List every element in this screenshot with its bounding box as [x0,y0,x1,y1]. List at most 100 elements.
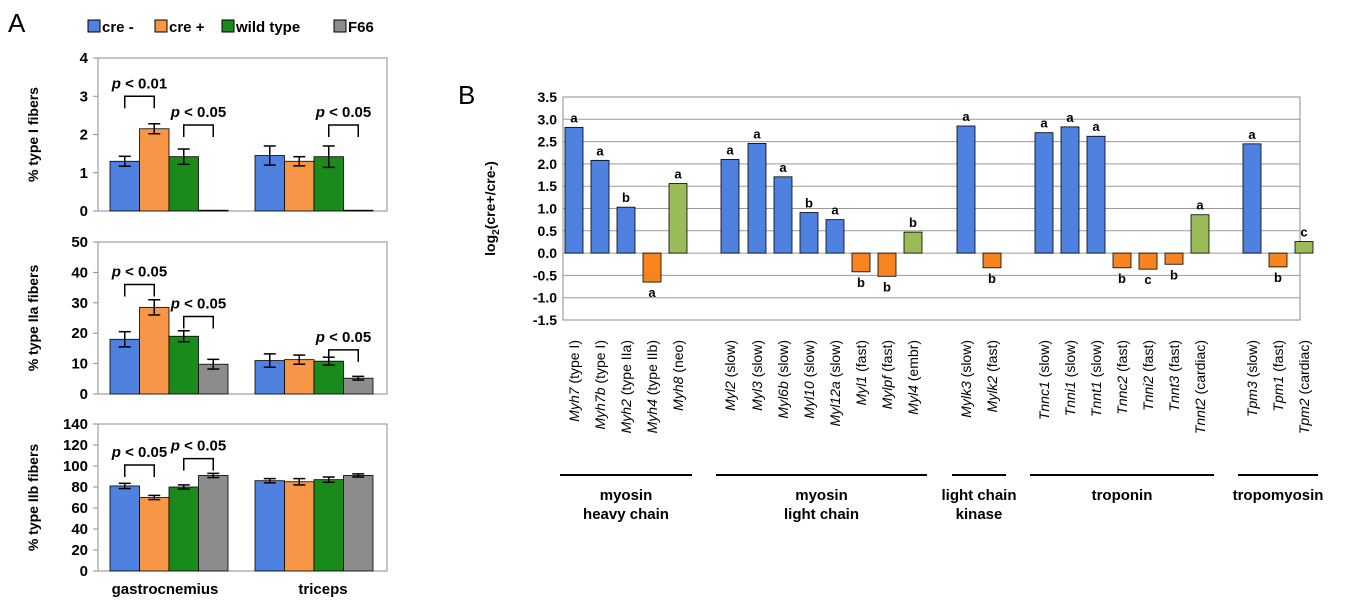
chart-type-iib-fibers: 0 20 40 60 80 100 120 140 % type IIb fibers p < 0… [25,416,388,580]
bar [168,335,199,395]
gene-label: Tnnt1 (slow) [1088,340,1104,417]
bar [773,176,793,254]
bar [1190,214,1210,254]
significance-letter: a [674,167,682,182]
gene-label: Tpm3 (slow) [1244,340,1260,417]
bar [825,219,845,254]
y-tick-label: 0 [80,563,88,580]
legend-label-cre-minus: cre - [102,19,134,36]
bar [168,156,199,212]
significance-label: p < 0.05 [170,295,226,312]
y-tick-label: 20 [71,542,88,559]
y-tick-label: 3.5 [538,89,558,105]
y-tick-label: 100 [63,458,88,475]
category-label-gastrocnemius: gastrocnemius [112,581,219,598]
legend-swatch-cre-plus [154,19,168,33]
bar [1138,252,1158,270]
bar [747,142,767,254]
gene-label: Tpm1 (fast) [1270,340,1286,412]
bar [982,252,1002,269]
significance-letter: a [1066,110,1074,125]
y-tick-label: 0 [80,386,88,403]
bar [139,306,170,395]
gene-label: Tnnt3 (fast) [1166,340,1182,412]
significance-letter: a [962,109,970,124]
plot-frame [97,241,388,395]
bar [198,209,229,212]
bar [956,125,976,254]
significance-bracket [124,95,155,109]
bar [877,252,897,277]
gene-label: Tpm2 (cardiac) [1296,340,1312,434]
significance-letter: b [988,271,996,286]
gene-label: Myl3 (slow) [749,340,765,411]
bar [109,485,140,572]
y-tick-label: 60 [71,500,88,517]
significance-letter: c [1144,272,1151,287]
bar [564,126,584,254]
group-label: light chain [942,487,1017,504]
legend-swatch-f66 [333,19,347,33]
plot-frame [97,423,388,572]
y-tick-label: 140 [63,416,88,433]
gene-label: Tnnc1 (slow) [1036,340,1052,420]
gene-label: Myl1 (fast) [853,340,869,405]
significance-letter: a [1248,127,1256,142]
significance-letter: b [1274,270,1282,285]
bar [1268,252,1288,268]
group-label: myosin [795,487,848,504]
significance-bracket [183,124,214,137]
bar [254,480,285,572]
bar [590,159,610,254]
gene-label: Tnni2 (fast) [1140,340,1156,411]
significance-letter: a [726,142,734,157]
significance-letter: b [909,215,917,230]
bar [1034,132,1054,254]
y-tick-label: 2 [80,127,88,144]
bar [720,159,740,254]
bar [1294,241,1314,254]
category-label-triceps: triceps [298,581,347,598]
bar [198,475,229,572]
y-tick-label: 40 [71,264,88,281]
significance-letter: a [753,126,761,141]
y-tick-label: 0 [80,203,88,220]
bar [616,206,636,254]
gene-label: Myl10 (slow) [801,340,817,419]
y-tick-label: -0.5 [533,267,557,283]
gene-label: Mylk3 (slow) [958,340,974,418]
significance-bracket [183,315,214,329]
significance-label: p < 0.05 [315,329,371,346]
y-tick-label: 0.5 [538,223,558,239]
significance-letter: a [779,160,787,175]
significance-letter: a [1092,119,1100,134]
significance-letter: a [831,203,839,218]
bar [1086,135,1106,254]
group-label: light chain [784,506,859,523]
bar [903,231,923,254]
gene-label: Myh8 (neo) [670,340,686,411]
significance-label: p < 0.05 [111,444,167,461]
legend-label-f66: F66 [348,19,374,36]
bar [851,252,871,273]
gene-label: Myh4 (type IIb) [644,340,660,433]
bar [168,486,199,572]
bar [139,497,170,572]
chart-log2-fold-change: 3.5 3.0 2.5 2.0 1.5 1.0 0.5 0.0 -0.5 -1.0 -1.5 log2… [482,89,1323,523]
gene-label: Tnnt2 (cardiac) [1192,340,1208,434]
legend-label-wild-type: wild type [235,19,300,36]
bar [1242,143,1262,254]
bar [313,360,344,395]
bar [109,160,140,212]
panel-a-label: A [8,8,26,38]
significance-letter: b [1118,271,1126,286]
y-tick-label: 4 [80,50,89,67]
legend-label-cre-plus: cre + [169,19,205,36]
bar [284,359,315,395]
y-axis-label: % type IIb fibers [25,444,41,552]
y-tick-label: 2.5 [538,134,558,150]
legend: cre - cre + wild type F66 [87,19,374,36]
gene-label: Myl4 (embr) [905,340,921,415]
bar [139,128,170,212]
